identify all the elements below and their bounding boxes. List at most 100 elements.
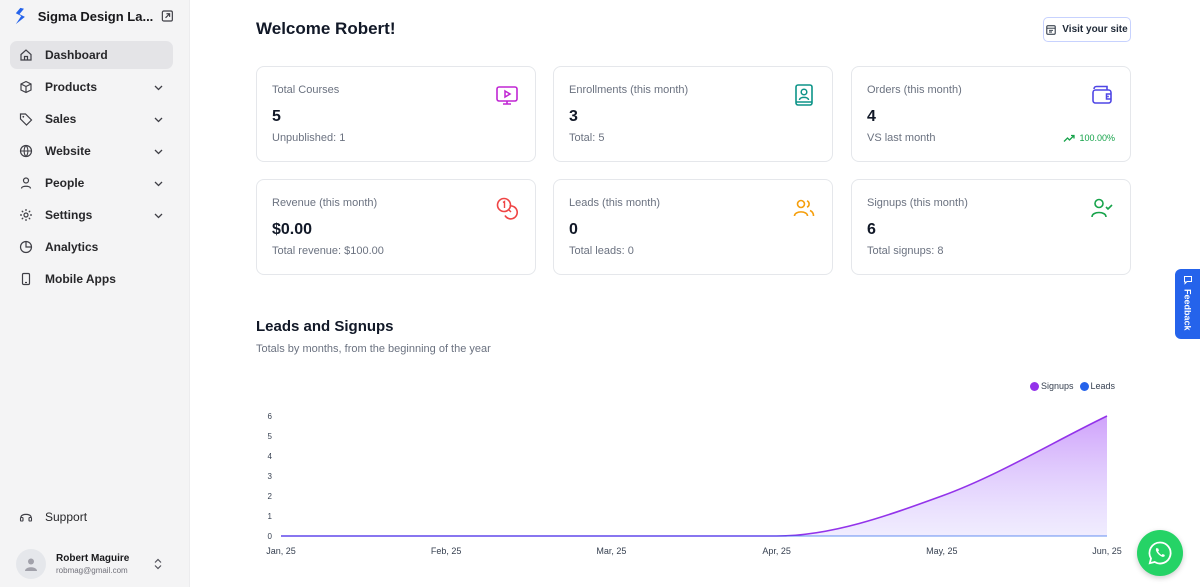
browser-icon [1046,24,1056,35]
card-title: Total Courses [272,84,340,96]
sidebar-item-support[interactable]: Support [10,503,173,531]
card-subtext: VS last month [867,132,936,144]
legend-label: Leads [1090,381,1116,391]
sidebar-item-products[interactable]: Products [10,73,173,101]
sidebar-item-label: People [45,176,85,190]
chevron-down-icon [154,181,163,186]
stat-card-leads: Leads (this month) 0 Total leads: 0 [553,179,833,275]
chevrons-up-down-icon [154,558,162,570]
sidebar-item-settings[interactable]: Settings [10,201,173,229]
card-subtext: Total leads: 0 [569,245,634,257]
y-tick-label: 3 [268,472,273,481]
user-name: Robert Maguire [56,552,130,564]
y-tick-label: 0 [268,532,273,541]
x-tick-label: Apr, 25 [762,546,791,556]
card-value: 0 [569,221,578,238]
y-tick-label: 5 [268,432,273,441]
legend-item-leads[interactable]: Leads [1079,381,1116,391]
coins-icon [496,197,518,220]
series-area-signups [281,416,1107,536]
visit-site-label: Visit your site [1062,24,1128,35]
y-tick-label: 2 [268,492,273,501]
card-value: 6 [867,221,876,238]
user-email: robmag@gmail.com [56,565,128,575]
card-title: Revenue (this month) [272,197,378,209]
home-icon [20,49,32,61]
y-tick-label: 6 [268,412,273,421]
external-link-icon[interactable] [161,9,174,23]
x-tick-label: Feb, 25 [431,546,462,556]
x-tick-label: Mar, 25 [596,546,626,556]
chevron-down-icon [154,117,163,122]
support-label: Support [45,510,88,524]
stat-card-total-courses: Total Courses 5 Unpublished: 1 [256,66,536,162]
brand-logo-icon [15,7,25,25]
y-tick-label: 1 [268,512,273,521]
card-value: 5 [272,108,281,125]
stat-card-revenue: Revenue (this month) $0.00 Total revenue… [256,179,536,275]
user-check-icon [1091,198,1113,218]
user-menu[interactable]: Robert Maguire robmag@gmail.com [10,544,173,584]
avatar [16,549,46,579]
trend-value: 100.00% [1079,133,1115,143]
chevron-down-icon [154,213,163,218]
brand[interactable]: Sigma Design La... [14,6,174,26]
pie-chart-icon [19,240,33,254]
users-icon [793,199,815,217]
feedback-tab[interactable]: Feedback [1175,269,1200,339]
whatsapp-button[interactable] [1137,530,1183,576]
card-subtext: Total revenue: $100.00 [272,245,384,257]
card-title: Enrollments (this month) [569,84,689,96]
card-value: 3 [569,108,578,125]
sidebar-item-label: Settings [45,208,93,222]
card-subtext: Unpublished: 1 [272,132,346,144]
page-title: Welcome Robert! [256,19,396,38]
headset-icon [19,513,33,522]
y-tick-label: 4 [268,452,273,461]
chevron-down-icon [154,85,163,90]
card-title: Leads (this month) [569,197,661,209]
sidebar-item-analytics[interactable]: Analytics [10,233,173,261]
x-tick-label: Jun, 25 [1092,546,1122,556]
sidebar-item-people[interactable]: People [10,169,173,197]
sidebar-item-dashboard[interactable]: Dashboard [10,41,173,69]
legend-dot [1079,381,1089,391]
legend-item-signups[interactable]: Signups [1030,381,1074,391]
chart-section-title: Leads and Signups [256,318,394,335]
sidebar-item-label: Products [45,80,98,94]
sidebar-item-mobile-apps[interactable]: Mobile Apps [10,265,173,293]
card-value: 4 [867,108,876,125]
sidebar-item-label: Sales [45,112,77,126]
avatar-placeholder-icon [25,558,37,571]
trending-up-icon [1064,134,1076,142]
card-subtext: Total signups: 8 [867,245,944,257]
leads-signups-chart: 0 1 2 3 4 5 6 Jan, 25 Feb, 25 Mar, 25 Apr, 25 May, … [266,412,1122,556]
sidebar-item-label: Dashboard [45,48,108,62]
trend-badge: 100.00% [1063,133,1115,143]
visit-site-button[interactable]: Visit your site [1043,17,1131,42]
sidebar-item-label: Website [45,144,91,158]
sidebar: Sigma Design La... Dashboard Products Sa… [0,0,190,587]
card-title: Orders (this month) [867,84,962,96]
legend-label: Signups [1041,381,1074,391]
chevron-down-icon [154,149,163,154]
x-tick-label: Jan, 25 [266,546,296,556]
gear-icon [20,209,32,221]
user-info: Robert Maguire robmag@gmail.com [56,552,129,577]
stat-card-orders: Orders (this month) 4 VS last month 100.… [851,66,1131,162]
legend-dot [1030,381,1039,391]
box-icon [20,80,32,94]
chart-section-subtitle: Totals by months, from the beginning of … [256,343,491,355]
stat-card-signups: Signups (this month) 6 Total signups: 8 [851,179,1131,275]
sidebar-item-website[interactable]: Website [10,137,173,165]
chart-legend: Signups Leads [1030,381,1121,391]
monitor-play-icon [496,86,518,105]
card-title: Signups (this month) [867,197,968,209]
mobile-icon [21,272,31,286]
sidebar-item-sales[interactable]: Sales [10,105,173,133]
brand-name: Sigma Design La... [37,8,154,24]
tag-icon [19,113,33,126]
globe-icon [19,144,33,158]
sidebar-item-label: Analytics [45,240,99,254]
whatsapp-icon [1148,541,1172,565]
